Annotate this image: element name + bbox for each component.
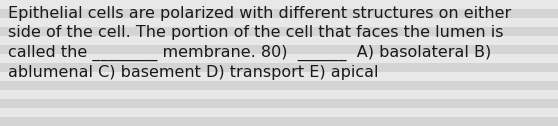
Text: Epithelial cells are polarized with different structures on either
side of the c: Epithelial cells are polarized with diff… <box>8 6 511 80</box>
Bar <box>0 99 558 108</box>
Bar <box>0 27 558 36</box>
Bar <box>0 45 558 54</box>
Bar <box>0 9 558 18</box>
Bar <box>0 81 558 90</box>
Bar <box>0 117 558 126</box>
Bar <box>0 63 558 72</box>
